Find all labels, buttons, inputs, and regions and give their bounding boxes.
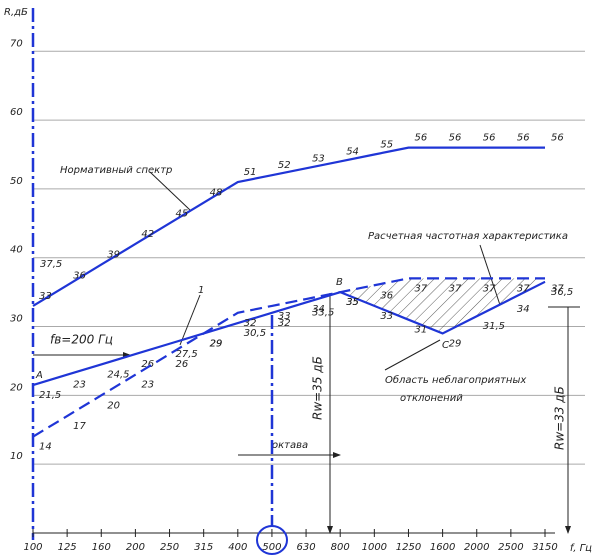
value-label: 36 bbox=[73, 270, 86, 281]
y-tick-label: 60 bbox=[10, 107, 23, 118]
y-tick-label: 20 bbox=[10, 382, 23, 393]
y-tick-label: 70 bbox=[10, 38, 23, 49]
annotation: Область неблагоприятных bbox=[385, 374, 526, 386]
series-label: Расчетная частотная характеристика bbox=[368, 231, 568, 242]
value-label: 29 bbox=[210, 338, 223, 349]
point-label: А bbox=[35, 370, 43, 381]
value-label: 53 bbox=[312, 153, 325, 164]
value-label: 26 bbox=[141, 359, 154, 370]
value-label: 33 bbox=[39, 291, 52, 302]
series-line bbox=[32, 280, 546, 387]
value-label: 29 bbox=[210, 338, 223, 349]
x-tick-label: 125 bbox=[58, 542, 77, 553]
y-tick-label: 50 bbox=[10, 176, 23, 187]
annotation: 37,5 bbox=[40, 259, 62, 270]
value-label: 26 bbox=[176, 359, 189, 370]
value-label: 36 bbox=[380, 290, 393, 301]
point-label: В bbox=[336, 277, 343, 288]
x-tick-label: 800 bbox=[331, 542, 350, 553]
value-label: 56 bbox=[449, 133, 462, 144]
value-label: 33 bbox=[380, 311, 393, 322]
value-label: 37 bbox=[414, 283, 427, 294]
value-label: 34 bbox=[517, 304, 530, 315]
value-label: 42 bbox=[141, 229, 154, 240]
value-label: 56 bbox=[414, 133, 427, 144]
value-label: 24,5 bbox=[107, 369, 129, 380]
x-tick-label: 2500 bbox=[498, 542, 523, 553]
value-label: 23 bbox=[73, 380, 86, 391]
series-label: Нормативный спектр bbox=[60, 165, 172, 176]
x-tick-label: 630 bbox=[297, 542, 316, 553]
value-label: 37 bbox=[449, 283, 462, 294]
value-label: 56 bbox=[517, 133, 530, 144]
y-tick-label: 10 bbox=[10, 451, 23, 462]
value-label: 33,5 bbox=[312, 307, 334, 318]
value-label: 29 bbox=[449, 338, 462, 349]
unfavorable-area bbox=[340, 278, 545, 334]
value-label: 35 bbox=[346, 297, 359, 308]
y-tick-label: 30 bbox=[10, 314, 23, 325]
value-label: 56 bbox=[551, 133, 564, 144]
value-label: 37 bbox=[551, 283, 564, 294]
value-label: 20 bbox=[107, 400, 120, 411]
annotation: Rw=35 дБ bbox=[311, 356, 325, 420]
value-label: 48 bbox=[210, 188, 223, 199]
value-label: 36,5 bbox=[551, 287, 573, 298]
value-label: 14 bbox=[39, 442, 52, 453]
point-label: С bbox=[442, 340, 449, 351]
value-label: 33 bbox=[278, 311, 291, 322]
annotation: октава bbox=[272, 440, 308, 451]
value-label: 55 bbox=[380, 140, 393, 151]
x-tick-label: 250 bbox=[160, 542, 179, 553]
series-line bbox=[32, 277, 545, 438]
x-tick-label: 1000 bbox=[362, 542, 387, 553]
point-label: 1 bbox=[198, 285, 204, 296]
value-label: 17 bbox=[73, 421, 86, 432]
y-tick-label: 40 bbox=[10, 245, 23, 256]
leader bbox=[179, 294, 201, 346]
x-tick-label: 160 bbox=[92, 542, 111, 553]
value-label: 27,5 bbox=[176, 349, 198, 360]
x-tick-label: 1600 bbox=[430, 542, 455, 553]
x-tick-label: 400 bbox=[228, 542, 247, 553]
value-label: 54 bbox=[346, 146, 359, 157]
annotation: Rw=33 дБ bbox=[553, 386, 567, 450]
value-label: 35 bbox=[346, 297, 359, 308]
value-label: 37 bbox=[483, 283, 496, 294]
x-tick-label: 315 bbox=[194, 542, 213, 553]
x-tick-label: 500 bbox=[262, 542, 281, 553]
x-tick-label: 100 bbox=[23, 542, 42, 553]
y-axis-label: R,дБ bbox=[4, 7, 28, 18]
x-tick-label: 1250 bbox=[396, 542, 421, 553]
x-tick-label: 200 bbox=[126, 542, 145, 553]
value-label: 34 bbox=[312, 304, 325, 315]
leader bbox=[149, 171, 191, 211]
annotation: отклонений bbox=[400, 393, 463, 404]
x-tick-label: 2000 bbox=[464, 542, 489, 553]
value-label: 21,5 bbox=[39, 390, 61, 401]
value-label: 30,5 bbox=[244, 328, 266, 339]
value-label: 37 bbox=[517, 283, 530, 294]
value-label: 39 bbox=[107, 250, 120, 261]
value-label: 56 bbox=[483, 133, 496, 144]
value-label: 51 bbox=[244, 167, 257, 178]
value-label: 23 bbox=[141, 380, 154, 391]
value-label: 52 bbox=[278, 160, 291, 171]
value-label: 31 bbox=[414, 325, 427, 336]
x-tick-label: 3150 bbox=[532, 542, 557, 553]
value-label: 32 bbox=[278, 318, 291, 329]
series-line bbox=[32, 146, 545, 307]
x-axis-label: f, Гц bbox=[570, 543, 592, 554]
value-label: 32 bbox=[244, 318, 257, 329]
leader bbox=[384, 339, 441, 371]
value-label: 31,5 bbox=[483, 321, 505, 332]
annotation: fв=200 Гц bbox=[50, 333, 113, 347]
value-label: 45 bbox=[176, 208, 189, 219]
